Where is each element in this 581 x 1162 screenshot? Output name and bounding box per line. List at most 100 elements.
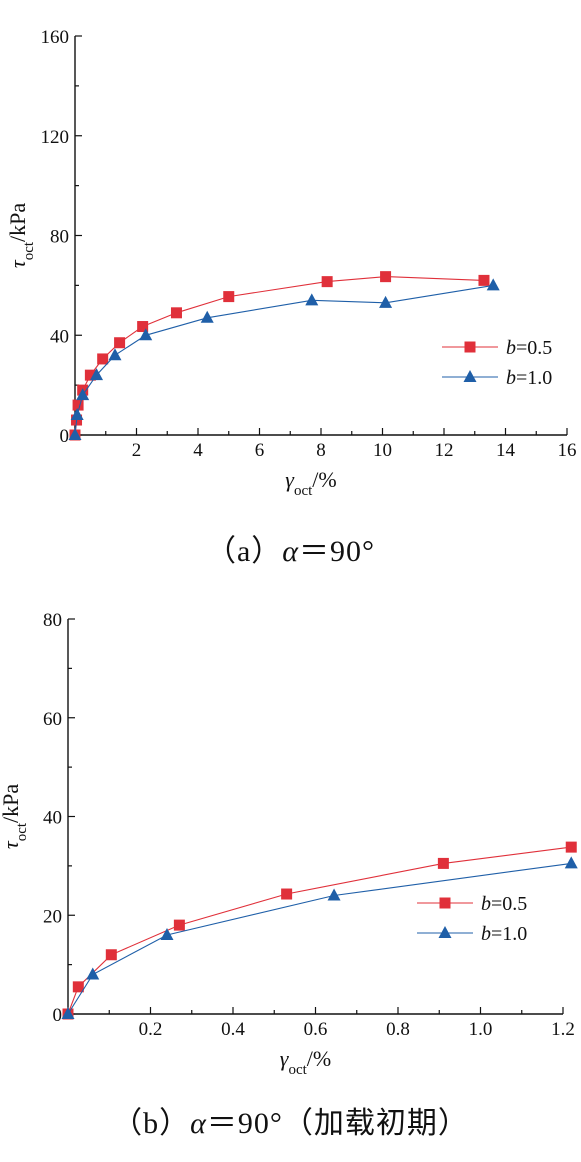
- chart-b-series-b10-point: [564, 856, 578, 869]
- chart-a-x-axis-title: γoct/%: [285, 467, 336, 499]
- chart-a-y-tick-label: 0: [60, 426, 70, 447]
- chart-a-x-tick-label: 16: [558, 440, 577, 461]
- chart-b-y-tick-label: 40: [43, 808, 62, 829]
- chart-a-series-b10-point: [139, 328, 153, 341]
- chart-b-x-tick-label: 0.8: [386, 1019, 410, 1040]
- chart-a-series-b05-point: [72, 399, 84, 411]
- chart-a-series-b05-point: [97, 353, 109, 365]
- chart-a-x-tick-label: 12: [435, 440, 454, 461]
- chart-a-y-axis-title: τoct/kPa: [5, 203, 37, 269]
- chart-b-x-axis-title: γoct/%: [280, 1046, 331, 1078]
- chart-a-series-b05-point: [321, 276, 333, 288]
- chart-a-x-tick-label: 4: [193, 440, 203, 461]
- chart-b-y-axis-symbol: τ: [0, 840, 23, 849]
- chart-b-y-axis-unit: /kPa: [0, 784, 23, 823]
- chart-a-x-axis-unit: /%: [312, 467, 336, 492]
- chart-a-series-b10-point: [486, 278, 500, 291]
- chart-b-x-tick-label: 0.4: [221, 1019, 245, 1040]
- chart-b-x-tick-label: 1.2: [551, 1019, 575, 1040]
- chart-b-y-tick-label: 60: [43, 709, 62, 730]
- chart-a-series-b10-point: [305, 293, 319, 306]
- chart-b-series-b05-legend-val: =0.5: [491, 893, 527, 915]
- chart-b-x-axis-sub: oct: [288, 1062, 307, 1078]
- chart-b-series-b10-point: [327, 888, 341, 901]
- chart-b-series-b05-point: [173, 919, 185, 931]
- chart-a-series-b10-point: [76, 388, 90, 401]
- chart-b-series-b05-point: [565, 841, 577, 853]
- chart-a-series-b05-point: [114, 337, 126, 349]
- chart-a-x-tick-label: 2: [132, 440, 142, 461]
- chart-b-series-b05-legend-marker: [439, 897, 451, 909]
- chart-a-series-b10-point: [68, 428, 82, 440]
- caption-b-suffix: ＝90°（加载初期）: [206, 1107, 469, 1140]
- chart-b-series-b05-legend-var: b: [481, 893, 491, 915]
- caption-b-symbol: α: [190, 1107, 207, 1140]
- chart-b-x-axis-symbol: γ: [280, 1046, 290, 1071]
- chart-b-x-tick-label: 0.6: [304, 1019, 328, 1040]
- chart-a-svg: 2 4 6 8 10 12 14 1604080120160γoct/%τoct/kPab=0…: [5, 27, 577, 499]
- chart-b-x-axis-unit: /%: [307, 1046, 331, 1071]
- chart-a-series-b10-legend-var: b: [506, 367, 516, 389]
- chart-a-series-b05-line: [74, 276, 485, 436]
- chart-a-y-axis-sub: oct: [21, 241, 37, 260]
- chart-a-series-b05-legend-marker: [464, 341, 476, 353]
- chart-b-svg: 0.2 0.4 0.6 0.8 1.0 1.2020406080γoct/%τoct/kP…: [0, 610, 578, 1078]
- chart-b-y-axis-title-group: τoct/kPa: [0, 784, 30, 850]
- chart-panel-a: 2 4 6 8 10 12 14 16 0 40 80 120 160 γoct/% τoct/kPa b=0…: [0, 27, 581, 570]
- chart-b-series-b05-point: [437, 857, 449, 869]
- caption-a-suffix: ＝90°: [299, 535, 376, 568]
- chart-b-series-b10-legend-var: b: [481, 923, 491, 945]
- chart-a-series-b05-legend-val: =0.5: [516, 337, 552, 359]
- caption-a: （a）α＝90°: [0, 526, 581, 570]
- chart-a-y-tick-label: 40: [50, 326, 69, 347]
- chart-a-series-b10-legend-label: b=1.0: [506, 367, 552, 389]
- chart-a-x-tick-label: 14: [496, 440, 516, 461]
- chart-a-y-axis-symbol: τ: [5, 259, 30, 268]
- chart-a-series-b10-point: [200, 310, 214, 323]
- caption-b-prefix: （b）: [112, 1107, 191, 1140]
- chart-b-series-b10-legend-label: b=1.0: [481, 923, 527, 945]
- chart-b-series-b05-point: [72, 981, 84, 993]
- chart-b-y-axis-title: τoct/kPa: [0, 784, 30, 850]
- chart-a-x-axis-sub: oct: [294, 483, 313, 499]
- chart-b-y-tick-label: 80: [43, 610, 62, 631]
- chart-b-series-b10-point: [86, 967, 100, 980]
- chart-a-x-tick-label: 6: [255, 440, 265, 461]
- chart-b-series-b10-point: [160, 928, 174, 940]
- chart-a-y-tick-label: 120: [41, 127, 70, 148]
- chart-a-y-axis-unit: /kPa: [5, 203, 30, 242]
- chart-a-series-b05-legend-var: b: [506, 337, 516, 359]
- chart-panel-b: 0.2 0.4 0.6 0.8 1.0 1.2 0 20 40 60 80 γoct/% τoct/kP…: [0, 581, 581, 1162]
- chart-b-y-tick-label: 0: [53, 1005, 63, 1026]
- chart-a-series-b05-point: [380, 271, 392, 283]
- chart-a-series-b10-line: [74, 284, 494, 436]
- chart-b-series-b10-point: [61, 1007, 75, 1019]
- chart-a-y-tick-label: 160: [41, 27, 70, 48]
- chart-a-y-axis-title-group: τoct/kPa: [5, 203, 37, 269]
- chart-b-x-tick-label: 0.2: [139, 1019, 163, 1040]
- caption-a-prefix: （a）: [205, 535, 283, 568]
- chart-a-series-b10-point: [108, 348, 122, 361]
- chart-b-series-b05-legend-label: b=0.5: [481, 893, 527, 915]
- chart-a-series-b05-point: [170, 307, 182, 319]
- chart-b-series-b05-point: [105, 949, 117, 961]
- chart-b-series-b10-legend-marker: [438, 926, 452, 938]
- chart-a-series-b05-point: [84, 369, 96, 381]
- chart-a-series-b10-point: [90, 368, 104, 381]
- chart-a-y-tick-label: 80: [50, 227, 69, 248]
- chart-a-x-tick-label: 10: [373, 440, 392, 461]
- chart-b-x-tick-label: 1.0: [469, 1019, 493, 1040]
- caption-b: （b）α＝90°（加载初期）: [0, 1098, 581, 1142]
- chart-a-series-b05-point: [478, 274, 490, 286]
- chart-a-series-b10-point: [379, 295, 393, 308]
- chart-a-series-b05-legend-label: b=0.5: [506, 337, 552, 359]
- chart-b-y-tick-label: 20: [43, 906, 62, 927]
- chart-b-series-b10-legend-val: =1.0: [491, 923, 527, 945]
- chart-a-series-b05-point: [223, 291, 235, 303]
- chart-b-series-b05-point: [281, 888, 293, 900]
- chart-a-x-axis-symbol: γ: [285, 467, 295, 492]
- chart-a-series-b05-point: [137, 321, 149, 333]
- chart-b-y-axis-sub: oct: [14, 822, 30, 841]
- caption-a-symbol: α: [282, 535, 300, 568]
- chart-a-series-b10-point: [70, 408, 84, 421]
